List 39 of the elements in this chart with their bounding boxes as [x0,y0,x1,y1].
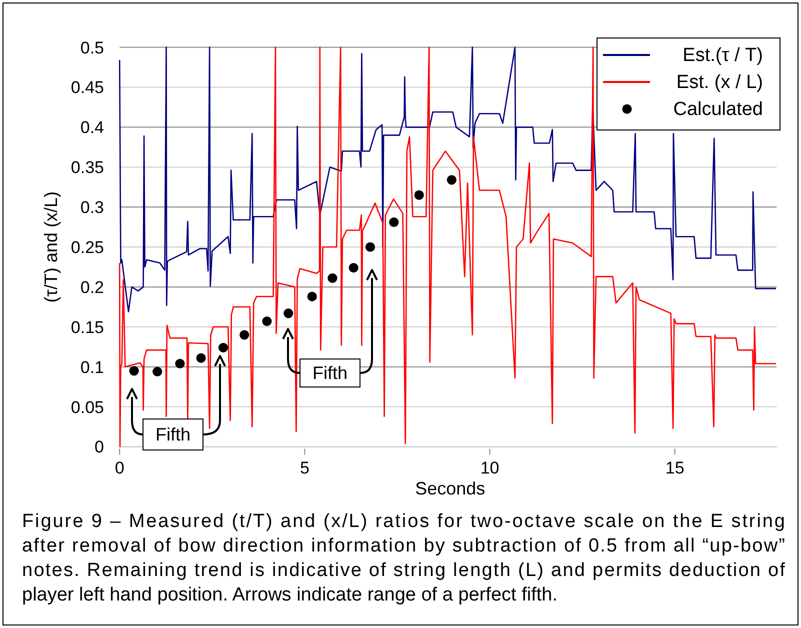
y-tick-label: 0.25 [70,238,104,257]
point [414,190,424,200]
point [307,292,317,302]
annotation: Fifth [312,363,348,383]
point [262,316,272,326]
caption: Figure 9 – Measured (t/T) and (x/L) ratios for two-octave scale on the E string after removal of bow direction information by subtraction of 0.5 from all “up-bow” notes. Remaining trend is indicative of string length (L) and permits deduction of player left hand position. Arrows indicate range of a perfect fifth. [22,511,786,606]
legend-label: Est. (x / L) [676,72,763,93]
y-tick-label: 0 [94,438,104,457]
point [348,262,358,273]
y-axis-title: (τ/T) and (x/L) [41,191,61,303]
legend-label: Est.(τ / T) [682,45,763,66]
point [196,353,206,363]
point [218,342,228,352]
x-tick-label: 10 [480,458,500,478]
point [365,242,376,252]
x-tick-label: 5 [300,458,310,478]
y-tick-label: 0.2 [80,278,104,297]
point [175,358,185,368]
point [446,175,456,185]
y-tick-label: 0.5 [80,38,104,58]
point [389,217,399,228]
point [129,366,139,376]
point [284,308,294,318]
point [328,273,338,283]
y-tick-label: 0.1 [80,358,104,377]
point [240,330,250,340]
x-tick-label: 0 [114,458,124,478]
x-tick-label: 15 [665,458,684,478]
annotation: Fifth [155,424,191,444]
x-axis-title: Seconds [415,478,486,499]
y-tick-label: 0.05 [70,398,104,417]
point [152,366,162,376]
y-tick-label: 0.4 [80,118,104,138]
y-tick-label: 0.35 [70,158,104,178]
legend-label: Calculated [673,99,763,120]
y-tick-label: 0.45 [70,78,104,98]
line-series [118,46,777,312]
y-tick-label: 0.3 [80,198,104,218]
y-tick-label: 0.15 [70,318,104,337]
